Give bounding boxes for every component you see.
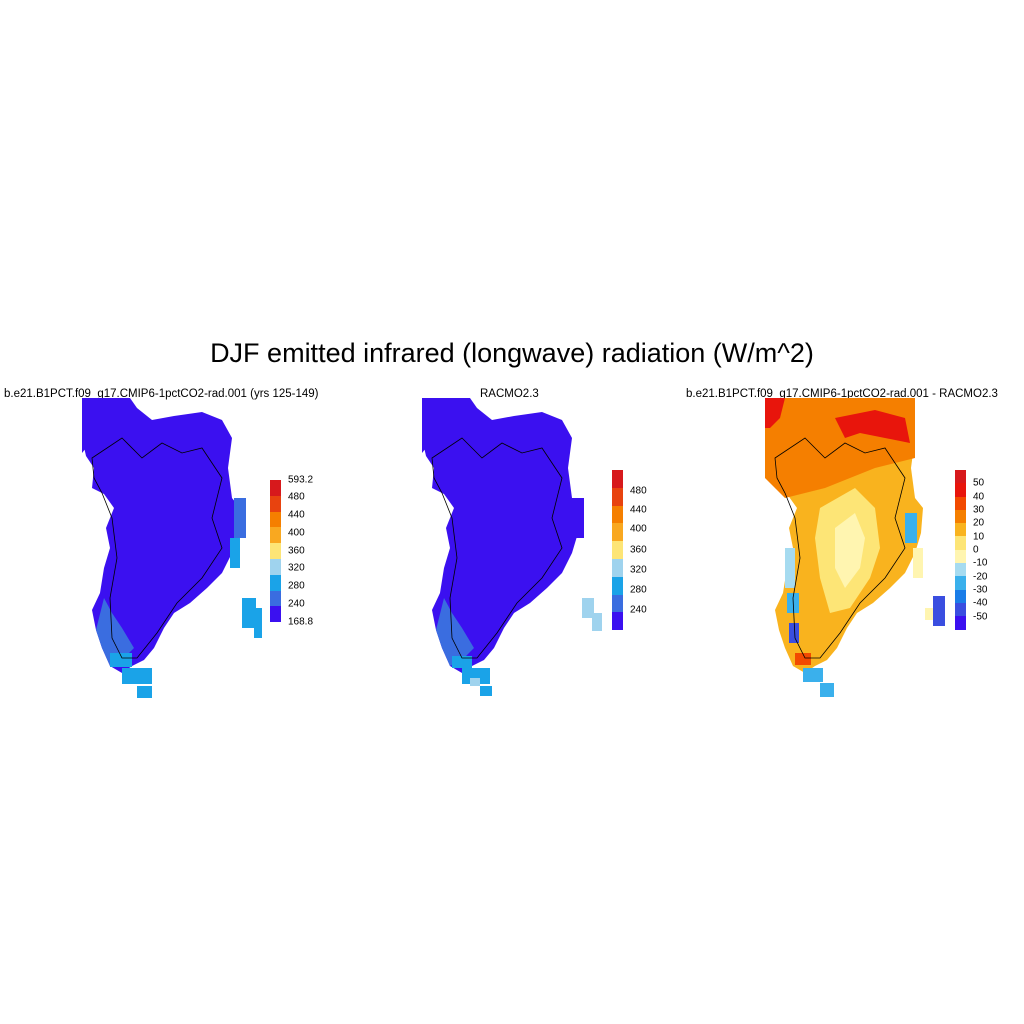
panel-title-difference: b.e21.B1PCT.f09_g17.CMIP6-1pctCO2-rad.00… <box>686 388 998 400</box>
colorbar-model: 593.2 480 440 400 360 320 280 240 168.8 <box>270 475 330 628</box>
colorbar-label: -10 <box>973 557 988 569</box>
colorbar-label: -20 <box>973 571 988 583</box>
colorbar-label: 360 <box>630 544 647 556</box>
map-panel-difference <box>765 398 945 697</box>
colorbar-difference: 50 40 30 20 10 0 -10 -20 -30 -40 -50 <box>955 470 1015 630</box>
colorbar-label: 440 <box>630 504 647 516</box>
colorbar-label: -40 <box>973 597 988 609</box>
colorbar-label: 0 <box>973 544 979 556</box>
colorbar-label: 280 <box>630 584 647 596</box>
colorbar-label: 440 <box>288 509 305 521</box>
colorbar-label: 593.2 <box>288 474 314 486</box>
colorbar-label: 50 <box>973 477 985 489</box>
figure-title: DJF emitted infrared (longwave) radiatio… <box>210 338 814 368</box>
panel-title-model: b.e21.B1PCT.f09_g17.CMIP6-1pctCO2-rad.00… <box>4 388 319 400</box>
colorbar-racmo: 480 440 400 360 320 280 240 <box>612 470 672 631</box>
colorbar-label: 240 <box>288 598 305 610</box>
colorbar-label: 40 <box>973 491 985 503</box>
colorbar-label: 320 <box>288 562 305 574</box>
colorbar-label: 480 <box>630 485 647 497</box>
colorbar-label: 320 <box>630 564 647 576</box>
colorbar-label: -30 <box>973 584 988 596</box>
colorbar-label: 400 <box>288 527 305 539</box>
colorbar-label: 168.8 <box>288 616 314 628</box>
colorbar-label: 280 <box>288 580 305 592</box>
colorbar-label: 360 <box>288 545 305 557</box>
panel-title-racmo: RACMO2.3 <box>480 388 539 400</box>
colorbar-label: 400 <box>630 523 647 535</box>
map-panel-model <box>82 398 262 698</box>
colorbar-label: 480 <box>288 491 305 503</box>
colorbar-label: 20 <box>973 517 985 529</box>
colorbar-label: 240 <box>630 604 647 616</box>
colorbar-label: -50 <box>973 611 988 623</box>
colorbar-label: 10 <box>973 531 985 543</box>
colorbar-label: 30 <box>973 504 985 516</box>
map-panel-racmo <box>422 398 602 696</box>
